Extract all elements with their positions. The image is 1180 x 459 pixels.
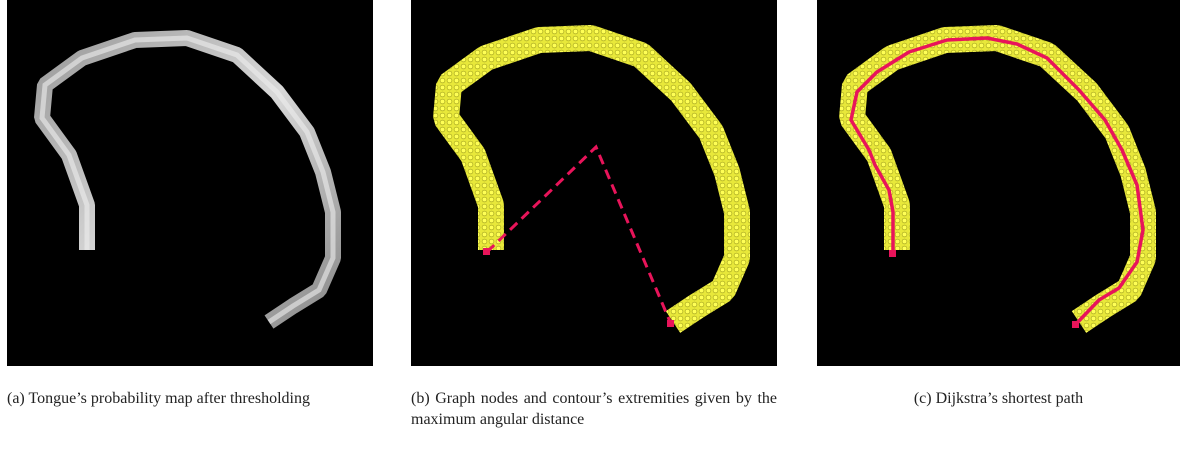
caption: (a) Tongue’s probability map after thres… [7,388,373,409]
caption: (c) Dijkstra’s shortest path [817,388,1180,409]
caption: (b) Graph nodes and contour’s extremitie… [411,388,777,430]
shortest-path [817,0,1180,366]
page: {"panels": [ {"caption": "(a) Tongue’s p… [0,0,1180,459]
graph-nodes [411,0,777,366]
probability-map [7,0,373,366]
